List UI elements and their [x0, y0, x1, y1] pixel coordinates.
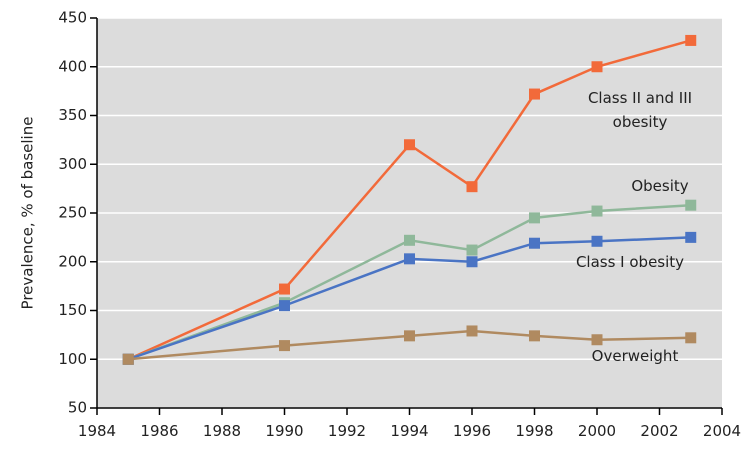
data-point	[122, 353, 134, 365]
x-tick-label: 1986	[140, 422, 178, 440]
y-tick-label: 100	[58, 350, 87, 368]
data-point	[404, 253, 415, 265]
x-tick-label: 1994	[390, 422, 428, 440]
x-tick-label: 1996	[453, 422, 491, 440]
data-point	[685, 34, 697, 46]
y-tick-label: 50	[68, 399, 87, 417]
y-tick-label: 400	[58, 57, 87, 75]
y-tick-label: 150	[58, 301, 87, 319]
data-point	[529, 330, 540, 342]
data-point	[591, 334, 603, 346]
data-point	[279, 340, 290, 352]
data-point	[529, 237, 540, 249]
data-point	[685, 332, 697, 344]
x-tick-label: 1988	[203, 422, 241, 440]
y-tick-label: 300	[58, 155, 87, 173]
x-tick-label: 1992	[328, 422, 366, 440]
data-point	[685, 231, 697, 243]
x-tick-label: 2002	[640, 422, 678, 440]
data-point	[466, 325, 478, 337]
x-tick-label: 2004	[703, 422, 741, 440]
series-label: Obesity	[631, 177, 689, 195]
series-label: Class II and III obesity	[587, 89, 693, 131]
x-tick-label: 1984	[78, 422, 116, 440]
data-point	[404, 234, 415, 246]
y-tick-label: 250	[58, 204, 87, 222]
x-tick-label: 1990	[265, 422, 303, 440]
data-point	[529, 88, 540, 100]
data-point	[404, 139, 415, 151]
y-axis-label: Prevalence, % of baseline	[19, 117, 37, 310]
x-tick-label: 2000	[578, 422, 616, 440]
data-point	[591, 61, 603, 73]
data-point	[685, 199, 697, 211]
data-point	[466, 256, 478, 268]
data-point	[466, 181, 478, 193]
y-tick-label: 200	[58, 252, 87, 270]
data-point	[591, 205, 603, 217]
data-point	[404, 330, 415, 342]
series-label: Class I obesity	[575, 253, 685, 271]
series-label: Overweight	[591, 347, 679, 365]
x-tick-label: 1998	[515, 422, 553, 440]
y-tick-label: 350	[58, 106, 87, 124]
y-tick-label: 450	[58, 9, 87, 27]
data-point	[466, 244, 478, 256]
data-point	[279, 283, 290, 295]
data-point	[529, 212, 540, 224]
data-point	[591, 235, 603, 247]
data-point	[279, 300, 290, 312]
